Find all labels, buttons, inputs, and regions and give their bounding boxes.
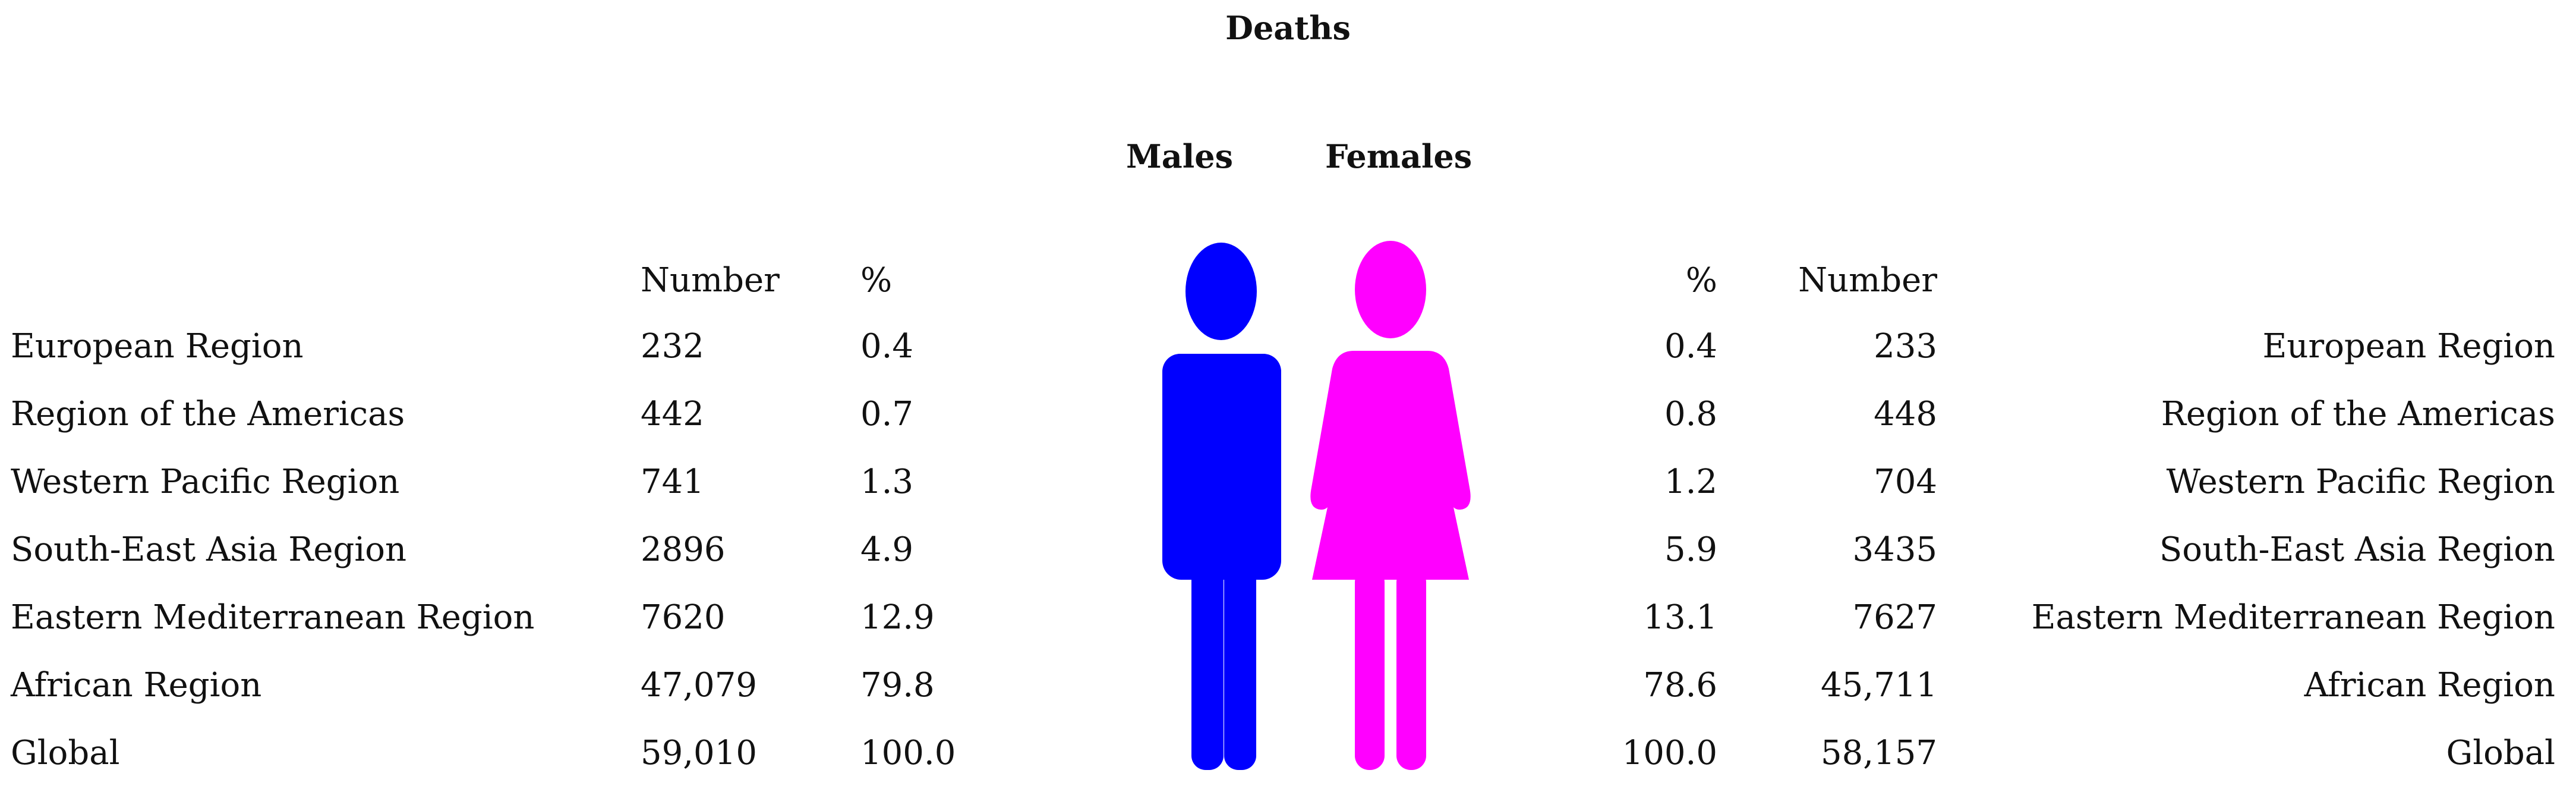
region-left: Western Pacific Region — [11, 463, 400, 501]
male-percent: 100.0 — [860, 734, 956, 772]
female-number: 45,711 — [1821, 666, 1937, 705]
male-percent: 0.7 — [860, 395, 914, 433]
female-percent: 100.0 — [1622, 734, 1717, 772]
male-percent: 4.9 — [860, 530, 914, 569]
male-figure-icon — [1162, 243, 1281, 770]
male-number: 741 — [641, 463, 704, 501]
male-number: 2896 — [641, 530, 726, 569]
female-percent: 5.9 — [1664, 530, 1717, 569]
female-percent: 0.8 — [1664, 395, 1717, 433]
chart-title: Deaths — [1225, 9, 1351, 47]
males-label: Males — [1126, 137, 1234, 175]
female-percent-header: % — [1685, 261, 1717, 300]
female-number: 448 — [1874, 395, 1937, 433]
male-number: 59,010 — [641, 734, 757, 772]
female-figure-icon — [1310, 241, 1471, 770]
male-number-header: Number — [641, 261, 780, 300]
male-percent: 79.8 — [860, 666, 935, 705]
region-left: Global — [11, 734, 120, 772]
female-percent: 1.2 — [1664, 463, 1717, 501]
female-number: 704 — [1874, 463, 1937, 501]
male-percent: 0.4 — [860, 327, 914, 366]
region-left: African Region — [11, 666, 262, 705]
region-right: Global — [2446, 734, 2555, 772]
female-number: 233 — [1874, 327, 1937, 366]
region-right: Western Pacific Region — [2166, 463, 2555, 501]
female-number: 58,157 — [1821, 734, 1937, 772]
female-number: 3435 — [1852, 530, 1937, 569]
female-percent: 13.1 — [1643, 598, 1717, 637]
male-number: 7620 — [641, 598, 726, 637]
region-right: South-East Asia Region — [2159, 530, 2555, 569]
male-percent-header: % — [860, 261, 893, 300]
male-percent: 12.9 — [860, 598, 935, 637]
figures-illustration — [1162, 241, 1471, 770]
region-right: Eastern Mediterranean Region — [2031, 598, 2555, 637]
male-number: 232 — [641, 327, 704, 366]
region-left: Region of the Americas — [11, 395, 405, 433]
female-percent: 0.4 — [1664, 327, 1717, 366]
male-percent: 1.3 — [860, 463, 914, 501]
region-right: Region of the Americas — [2161, 395, 2555, 433]
female-percent: 78.6 — [1643, 666, 1717, 705]
region-left: South-East Asia Region — [11, 530, 407, 569]
male-number: 442 — [641, 395, 704, 433]
region-left: European Region — [11, 327, 304, 366]
region-right: African Region — [2304, 666, 2555, 705]
female-number: 7627 — [1852, 598, 1937, 637]
region-left: Eastern Mediterranean Region — [11, 598, 535, 637]
region-right: European Region — [2262, 327, 2555, 366]
females-label: Females — [1325, 137, 1473, 175]
female-number-header: Number — [1798, 261, 1937, 300]
male-number: 47,079 — [641, 666, 757, 705]
